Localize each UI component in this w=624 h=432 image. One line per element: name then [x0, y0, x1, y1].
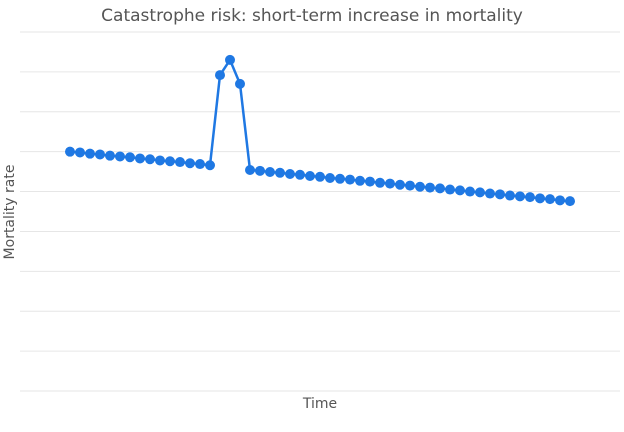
data-point — [265, 167, 275, 178]
data-point — [85, 148, 95, 159]
data-point — [325, 172, 335, 183]
data-point — [345, 174, 355, 185]
data-point — [95, 149, 105, 160]
data-point — [535, 193, 545, 204]
data-point — [295, 169, 305, 180]
chart-title: Catastrophe risk: short-term increase in… — [101, 6, 523, 26]
data-point — [355, 175, 365, 186]
data-point — [305, 170, 315, 181]
data-point — [275, 167, 285, 178]
data-point — [495, 189, 505, 200]
data-point — [135, 153, 145, 164]
data-point — [205, 160, 215, 171]
data-point — [375, 177, 385, 188]
data-point — [515, 191, 525, 202]
data-point — [155, 155, 165, 166]
data-point — [165, 156, 175, 167]
data-point — [255, 165, 265, 176]
data-point — [175, 157, 185, 168]
data-point — [215, 70, 225, 81]
data-point — [65, 146, 75, 157]
data-point — [285, 169, 295, 180]
data-point — [545, 194, 555, 205]
data-point — [115, 151, 125, 162]
data-point — [145, 154, 155, 165]
y-axis-label: Mortality rate — [2, 165, 18, 260]
data-point — [455, 185, 465, 196]
data-point — [505, 190, 515, 201]
data-point — [395, 179, 405, 190]
data-point — [445, 184, 455, 195]
data-point — [125, 152, 135, 163]
data-point — [365, 176, 375, 187]
data-point — [385, 178, 395, 189]
data-point — [105, 150, 115, 161]
data-point — [185, 158, 195, 169]
x-axis-label: Time — [302, 396, 337, 412]
data-point — [75, 147, 85, 158]
data-point — [245, 165, 255, 176]
data-point — [485, 188, 495, 199]
data-point — [225, 54, 235, 65]
data-point — [465, 186, 475, 197]
data-point — [415, 181, 425, 192]
data-point — [525, 192, 535, 203]
data-point — [565, 196, 575, 207]
data-point — [475, 187, 485, 198]
data-point — [405, 180, 415, 191]
data-point — [435, 183, 445, 194]
data-point — [335, 173, 345, 184]
data-point — [315, 171, 325, 182]
data-point — [555, 195, 565, 206]
data-point — [195, 159, 205, 170]
data-point — [235, 78, 245, 89]
data-point — [425, 182, 435, 193]
